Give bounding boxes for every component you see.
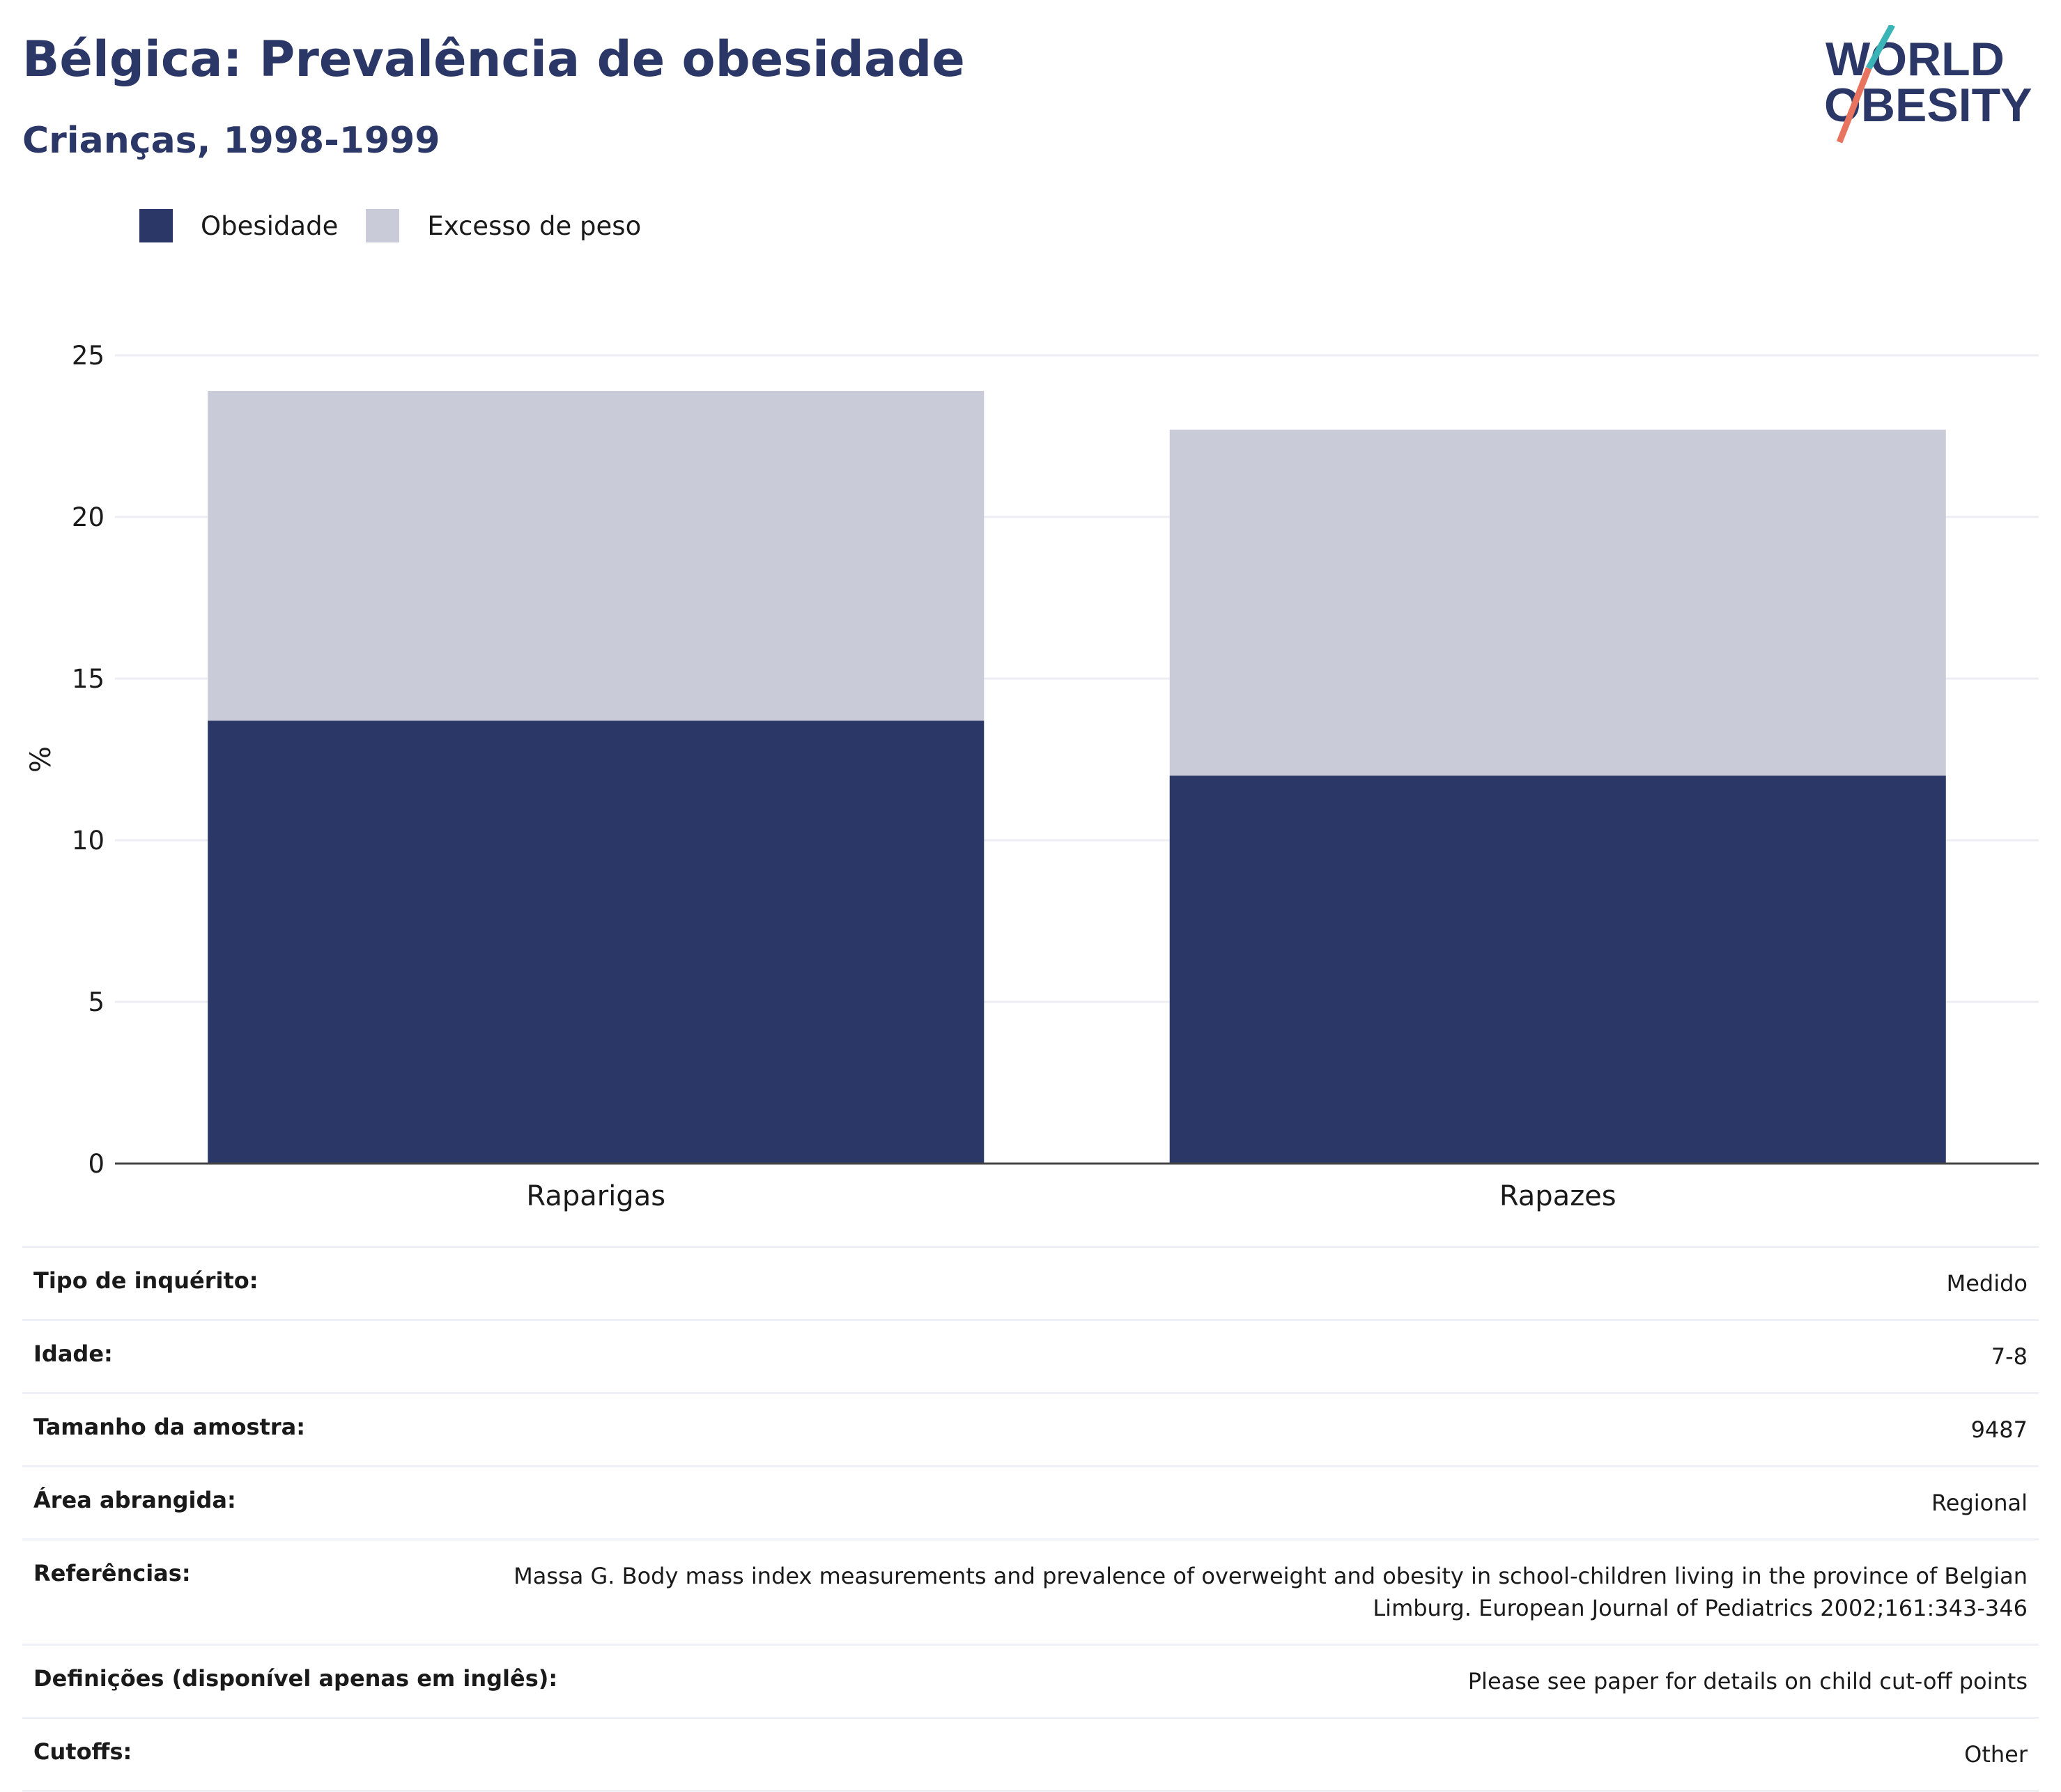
detail-row: Tipo de inquérito: Medido: [22, 1246, 2039, 1319]
y-tick-label: 0: [88, 1149, 105, 1179]
bar-overweight-raparigas: [208, 391, 985, 721]
world-obesity-logo: WORLD OBESITY: [1824, 25, 2032, 144]
legend-swatch-overweight: [366, 209, 400, 242]
y-tick-label: 25: [72, 341, 105, 371]
detail-key: Tamanho da amostra:: [33, 1414, 305, 1440]
detail-key: Área abrangida:: [33, 1487, 236, 1513]
survey-details-table: Tipo de inquérito: Medido Idade: 7-8 Tamanho…: [22, 1246, 2039, 1792]
y-tick-label: 20: [72, 502, 105, 532]
detail-row: Tamanho da amostra: 9487: [22, 1392, 2039, 1465]
detail-row: Área abrangida: Regional: [22, 1465, 2039, 1538]
legend-item-overweight[interactable]: Excesso de peso: [366, 209, 641, 242]
detail-value: 7-8: [1991, 1343, 2028, 1370]
detail-key: Definições (disponível apenas em inglês)…: [33, 1665, 558, 1692]
chart-subtitle: Crianças, 1998-1999: [22, 120, 440, 162]
legend-label-overweight: Excesso de peso: [427, 210, 642, 241]
y-tick-label: 15: [72, 664, 105, 694]
detail-row: Cutoffs: Other: [22, 1717, 2039, 1792]
y-tick-label: 5: [88, 987, 105, 1017]
detail-row: Referências: Massa G. Body mass index mea…: [22, 1538, 2039, 1644]
x-tick-label: Raparigas: [526, 1180, 665, 1212]
bar-obesity-rapazes: [1169, 775, 1946, 1164]
chart-title: Bélgica: Prevalência de obesidade: [22, 31, 965, 88]
detail-value: Medido: [1946, 1270, 2028, 1297]
detail-row: Definições (disponível apenas em inglês)…: [22, 1644, 2039, 1717]
legend-label-obesity: Obesidade: [201, 210, 339, 241]
detail-value: Massa G. Body mass index measurements an…: [514, 1563, 2028, 1621]
detail-key: Referências:: [33, 1560, 191, 1586]
detail-key: Tipo de inquérito:: [33, 1267, 258, 1294]
chart-legend: Obesidade Excesso de peso: [139, 208, 669, 244]
y-axis-label: %: [25, 746, 57, 773]
detail-key: Cutoffs:: [33, 1738, 132, 1765]
legend-swatch-obesity: [139, 209, 173, 242]
detail-value: 9487: [1970, 1416, 2028, 1443]
bar-obesity-raparigas: [208, 720, 985, 1164]
x-tick-label: Rapazes: [1499, 1180, 1616, 1212]
svg-text:WORLD: WORLD: [1825, 33, 2005, 86]
detail-value: Other: [1964, 1741, 2028, 1768]
detail-row: Idade: 7-8: [22, 1319, 2039, 1392]
bar-chart: 0 5 10 15 20 25% Raparigas Rapazes: [25, 341, 2039, 1212]
detail-key: Idade:: [33, 1341, 113, 1367]
bar-overweight-rapazes: [1169, 429, 1946, 776]
detail-value: Please see paper for details on child cu…: [1467, 1668, 2028, 1694]
detail-value: Regional: [1931, 1490, 2028, 1516]
y-tick-label: 10: [72, 826, 105, 856]
legend-item-obesity[interactable]: Obesidade: [139, 209, 338, 242]
